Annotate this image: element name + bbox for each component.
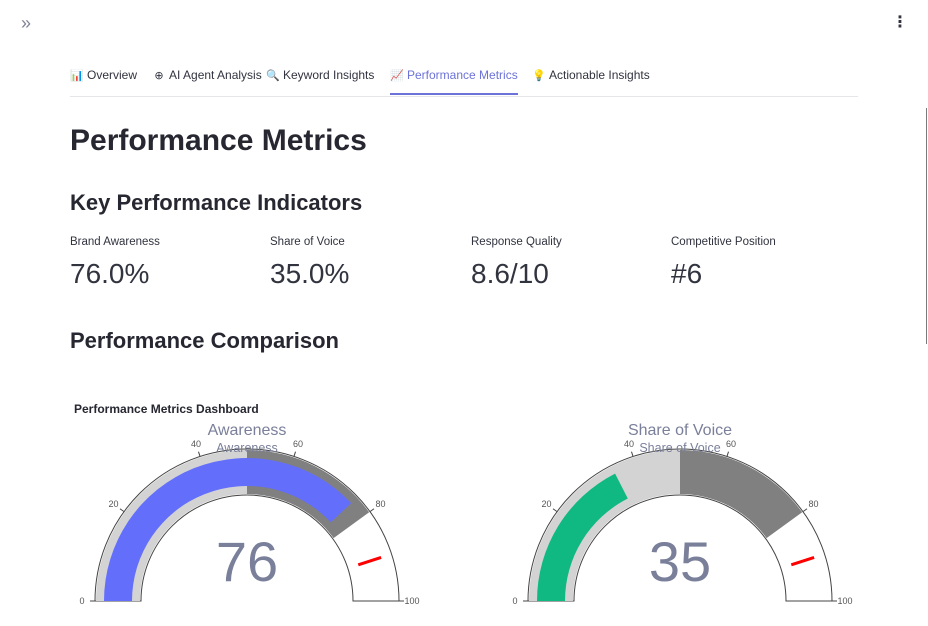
lightbulb-icon: 💡 (532, 70, 546, 82)
comparison-heading: Performance Comparison (70, 328, 339, 353)
kpi-brand-awareness: Brand Awareness 76.0% (70, 236, 260, 290)
gauge-value-bar (537, 473, 628, 601)
gauge-tick-label: 20 (109, 499, 119, 509)
gauge-tick-label: 40 (624, 439, 634, 449)
gauge-tick-label: 80 (808, 499, 818, 509)
kpi-share-of-voice: Share of Voice 35.0% (270, 236, 460, 290)
tab-overview[interactable]: 📊 Overview (70, 62, 137, 95)
gauge-tick-label: 100 (837, 596, 852, 606)
tab-label: AI Agent Analysis (169, 68, 262, 82)
kpi-label: Competitive Position (671, 236, 776, 248)
gauge-value-bar (104, 458, 352, 601)
gauge-tick (198, 451, 201, 457)
gauge-tick-label: 60 (293, 439, 303, 449)
gauge-step-2 (680, 450, 803, 539)
kpi-value: 35.0% (270, 258, 350, 289)
gauge-tick-label: 0 (79, 596, 84, 606)
gauge-tick (552, 508, 558, 513)
dashboard-title: Performance Metrics Dashboard (74, 402, 259, 416)
double-chevron-right-icon: » (20, 13, 31, 33)
gauge-threshold-line (357, 556, 382, 567)
gauge-value-number: 35 (649, 530, 711, 593)
kpi-label: Share of Voice (270, 236, 345, 248)
gauge-tick (802, 508, 808, 513)
bar-chart-icon: 📊 (70, 70, 84, 82)
tab-ai-agent-analysis[interactable]: ⊕ AI Agent Analysis (152, 62, 262, 95)
gauge-tick-label: 60 (726, 439, 736, 449)
tab-keyword-insights[interactable]: 🔍 Keyword Insights (266, 62, 374, 95)
gauge-tick (631, 451, 634, 457)
kpi-label: Response Quality (471, 236, 562, 248)
tab-label: Actionable Insights (549, 68, 650, 82)
gauge-title: Share of Voice (639, 441, 720, 455)
magnifier-icon: 🔍 (266, 70, 280, 82)
main-menu-button[interactable]: ⋮ (888, 12, 912, 36)
tab-bar: 📊 Overview ⊕ AI Agent Analysis 🔍 Keyword In… (70, 62, 858, 97)
gauge-tick-label: 0 (512, 596, 517, 606)
gauge-tick (293, 451, 296, 457)
tab-performance-metrics[interactable]: 📈 Performance Metrics (390, 62, 518, 95)
gauge-tick (726, 451, 729, 457)
gauge-value-number: 76 (216, 530, 278, 593)
gauge-subplot-title: Awareness (208, 422, 287, 439)
chart-increasing-icon: 📈 (390, 70, 404, 82)
kebab-menu-icon: ⋮ (892, 14, 908, 31)
gauge-subplot-title: Share of Voice (628, 422, 732, 439)
kpi-heading: Key Performance Indicators (70, 190, 363, 215)
kpi-value: 76.0% (70, 258, 150, 289)
kpi-response-quality: Response Quality 8.6/10 (471, 236, 661, 290)
kpi-label: Brand Awareness (70, 236, 160, 248)
gauge-tick-label: 100 (404, 596, 419, 606)
tab-label: Performance Metrics (407, 68, 518, 82)
scrollbar[interactable] (926, 108, 927, 344)
gauge-title: Awareness (216, 441, 278, 455)
kpi-value: 8.6/10 (471, 258, 549, 289)
agent-icon: ⊕ (154, 70, 164, 82)
expand-sidebar-button[interactable]: » (14, 12, 38, 36)
gauge-threshold-line (790, 556, 815, 567)
gauge-tick-label: 80 (375, 499, 385, 509)
gauge-tick (369, 508, 375, 513)
gauge-tick-label: 20 (542, 499, 552, 509)
tab-actionable-insights[interactable]: 💡 Actionable Insights (532, 62, 650, 95)
page-title: Performance Metrics (70, 124, 367, 157)
kpi-competitive-position: Competitive Position #6 (671, 236, 861, 290)
tab-label: Keyword Insights (283, 68, 375, 82)
kpi-value: #6 (671, 258, 703, 289)
gauge-tick (119, 508, 125, 513)
tab-label: Overview (87, 68, 138, 82)
gauge-tick-label: 40 (191, 439, 201, 449)
